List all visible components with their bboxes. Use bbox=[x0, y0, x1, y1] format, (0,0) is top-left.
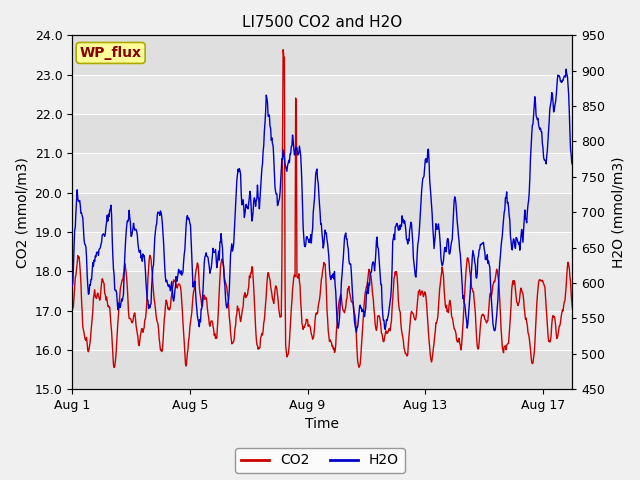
Bar bbox=[72, 114, 572, 153]
Legend: CO2, H2O: CO2, H2O bbox=[236, 448, 404, 473]
Bar bbox=[72, 192, 572, 232]
Title: LI7500 CO2 and H2O: LI7500 CO2 and H2O bbox=[242, 15, 403, 30]
Bar bbox=[72, 36, 572, 75]
Y-axis label: H2O (mmol/m3): H2O (mmol/m3) bbox=[611, 156, 625, 268]
Bar bbox=[72, 271, 572, 311]
Bar bbox=[72, 350, 572, 389]
Text: WP_flux: WP_flux bbox=[79, 46, 141, 60]
X-axis label: Time: Time bbox=[305, 418, 339, 432]
Y-axis label: CO2 (mmol/m3): CO2 (mmol/m3) bbox=[15, 157, 29, 268]
